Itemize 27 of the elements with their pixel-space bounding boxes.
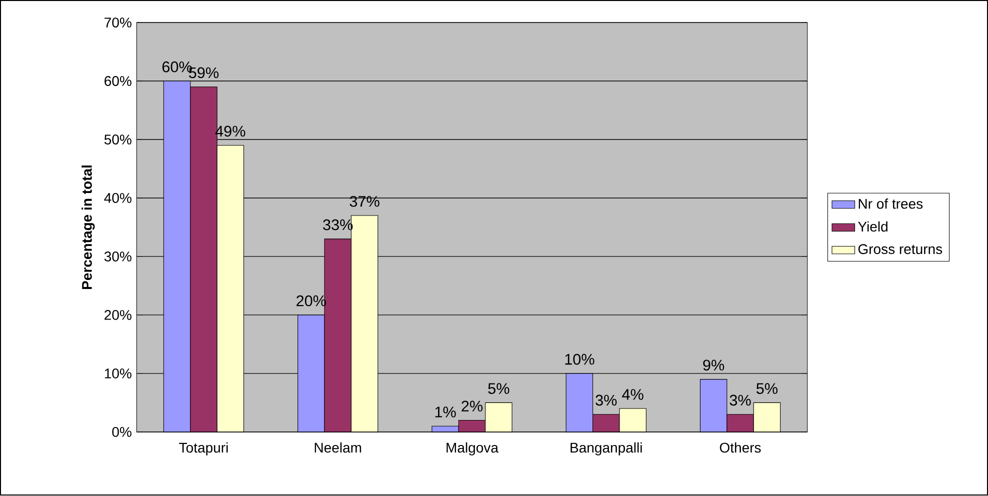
- y-tick-label: 60%: [104, 76, 132, 86]
- data-label: 1%: [435, 406, 456, 418]
- y-tick-label: 30%: [104, 252, 132, 262]
- x-tick-label: Malgova: [446, 442, 498, 456]
- data-label: 9%: [703, 360, 724, 371]
- legend-label: Yield: [858, 222, 888, 232]
- legend-label: Nr of trees: [858, 198, 923, 210]
- data-label: 3%: [596, 395, 617, 406]
- y-tick-label: 40%: [104, 193, 132, 204]
- y-tick-label: 0%: [112, 427, 132, 438]
- y-tick-label: 10%: [104, 368, 132, 379]
- x-tick-label: Banganpalli: [570, 442, 642, 456]
- data-label: 5%: [756, 383, 778, 394]
- y-tick-label: 70%: [104, 18, 132, 28]
- data-label: 4%: [622, 389, 644, 400]
- legend-label: Gross returns: [858, 244, 942, 254]
- x-tick-label: Totapuri: [179, 442, 228, 456]
- y-axis-title: Percentage in total: [82, 166, 95, 290]
- data-label: 2%: [462, 400, 483, 412]
- data-label: 10%: [565, 354, 594, 365]
- y-tick-label: 50%: [104, 134, 132, 145]
- x-tick-label: Neelam: [314, 442, 362, 453]
- y-tick-label: 20%: [104, 310, 132, 320]
- x-tick-label: Others: [720, 442, 761, 453]
- data-label: 37%: [350, 196, 380, 208]
- data-label: 3%: [730, 395, 751, 406]
- data-label: 5%: [488, 383, 510, 394]
